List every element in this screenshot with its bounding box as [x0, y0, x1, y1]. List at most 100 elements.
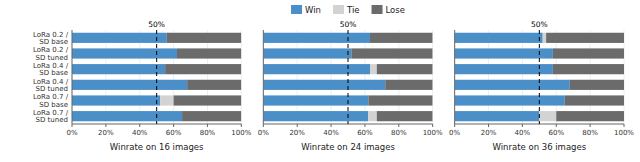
x-tick-label: 0%: [66, 129, 77, 137]
y-axis: [454, 30, 455, 124]
grid-line: [590, 30, 591, 124]
legend: WinTieLose: [291, 5, 405, 15]
bar-segment: [370, 64, 377, 74]
x-axis-label: Winrate on 36 images: [493, 142, 587, 152]
y-tick-label: LoRa 0.2 /SD tuned: [33, 46, 69, 62]
y-tick-label: LoRa 0.4 /SD base: [33, 62, 69, 78]
legend-swatch: [291, 5, 302, 14]
y-tick-label: LoRa 0.7 /SD tuned: [33, 109, 69, 125]
x-tick-label: 20%: [289, 129, 305, 137]
bar-segment: [72, 64, 165, 74]
legend-swatch: [372, 5, 383, 14]
grid-line: [432, 30, 433, 124]
bar-segment: [455, 64, 553, 74]
bar-segment: [165, 64, 241, 74]
x-tick: [173, 124, 174, 127]
x-tick: [139, 124, 140, 127]
bar-segment: [553, 48, 624, 58]
x-tick: [207, 124, 208, 127]
y-axis: [72, 30, 73, 124]
bar-segment: [455, 33, 543, 43]
bar-segment: [553, 64, 624, 74]
chart: LoRa 0.2 /SD baseLoRa 0.2 /SD tunedLoRa …: [0, 0, 640, 162]
x-tick-label: 60%: [357, 129, 373, 137]
x-tick-label: 80%: [582, 129, 598, 137]
x-axis-label: Winrate on 16 images: [110, 142, 204, 152]
y-tick-label: LoRa 0.4 /SD tuned: [33, 78, 69, 94]
bar-segment: [455, 95, 565, 105]
bar-segment: [263, 33, 370, 43]
bar-segment: [546, 33, 624, 43]
x-tick: [454, 124, 455, 127]
bar-segment: [263, 64, 370, 74]
bar-segment: [177, 48, 241, 58]
bar-segment: [263, 95, 368, 105]
grid-line: [241, 30, 242, 124]
grid-line: [624, 30, 625, 124]
grid-line: [454, 30, 455, 124]
bar-segment: [167, 33, 242, 43]
bar-segment: [385, 80, 432, 90]
x-tick: [590, 124, 591, 127]
bar-segment: [455, 80, 570, 90]
panel: 0%20%40%60%80%100%Winrate on 36 images50…: [449, 20, 634, 152]
x-tick-label: 40%: [323, 129, 339, 137]
bar-segment: [455, 111, 540, 121]
x-tick-label: 80%: [200, 129, 216, 137]
grid-line: [72, 30, 73, 124]
bar-segment: [263, 111, 368, 121]
grid-line: [522, 30, 523, 124]
bar-segment: [368, 111, 376, 121]
bar-segment: [539, 111, 556, 121]
bar-segment: [570, 80, 624, 90]
y-axis: [263, 30, 264, 124]
x-tick-label: 20%: [481, 129, 497, 137]
annotation: 50%: [531, 20, 548, 29]
annotation: 50%: [340, 20, 357, 29]
grid-line: [297, 30, 298, 124]
x-tick: [241, 124, 242, 127]
bar-segment: [368, 95, 432, 105]
x-tick-label: 0%: [258, 129, 269, 137]
bar-segment: [174, 95, 242, 105]
x-tick-label: 100%: [231, 129, 251, 137]
x-tick: [331, 124, 332, 127]
x-tick: [522, 124, 523, 127]
bar-segment: [72, 33, 167, 43]
x-tick: [364, 124, 365, 127]
bar-segment: [72, 95, 160, 105]
grid-line: [331, 30, 332, 124]
panel: LoRa 0.2 /SD baseLoRa 0.2 /SD tunedLoRa …: [33, 20, 252, 152]
bar-segment: [377, 111, 433, 121]
grid-line: [263, 30, 264, 124]
x-tick: [72, 124, 73, 127]
x-tick-label: 20%: [98, 129, 114, 137]
x-tick: [105, 124, 106, 127]
bar-segment: [187, 80, 241, 90]
x-tick: [432, 124, 433, 127]
x-tick-label: 80%: [391, 129, 407, 137]
bar-segment: [72, 80, 187, 90]
x-tick: [556, 124, 557, 127]
legend-swatch: [333, 5, 344, 14]
grid-line: [364, 30, 365, 124]
annotation: 50%: [148, 20, 165, 29]
bar-segment: [455, 48, 553, 58]
bar-segment: [263, 80, 385, 90]
grid-line: [488, 30, 489, 124]
y-tick-label: LoRa 0.7 /SD base: [33, 93, 69, 109]
x-tick: [398, 124, 399, 127]
x-tick: [263, 124, 264, 127]
reference-line: [156, 30, 157, 124]
bar-segment: [377, 64, 433, 74]
x-tick-label: 60%: [166, 129, 182, 137]
x-axis-label: Winrate on 24 images: [301, 142, 395, 152]
bar-segment: [565, 95, 624, 105]
bar-segment: [556, 111, 624, 121]
x-tick-label: 40%: [515, 129, 531, 137]
x-tick: [488, 124, 489, 127]
grid-line: [139, 30, 140, 124]
reference-line: [348, 30, 349, 124]
bar-segment: [182, 111, 241, 121]
bar-segment: [72, 111, 182, 121]
